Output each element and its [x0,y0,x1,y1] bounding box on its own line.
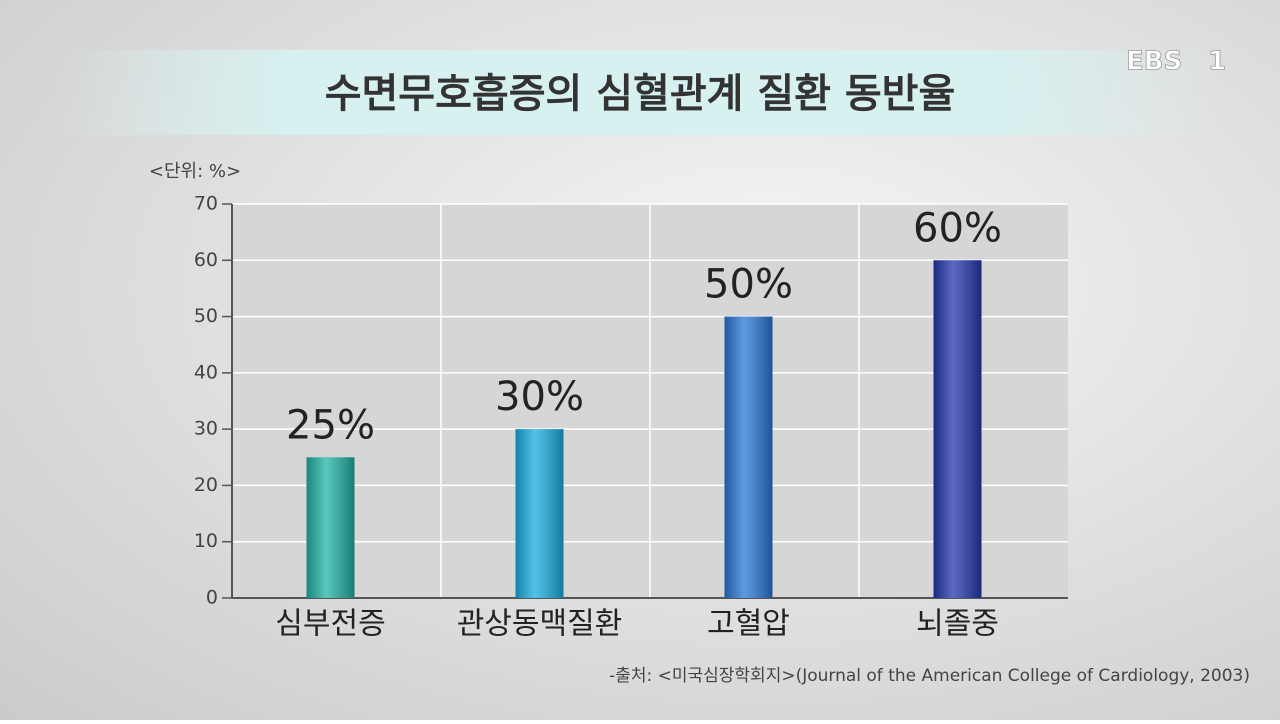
logo-text: EBS [1126,47,1182,77]
y-tick-label: 10 [194,530,218,552]
x-tick-label: 뇌졸중 [916,607,999,642]
x-tick-label: 관상동맥질환 [457,607,623,642]
unit-label: <단위: %> [149,161,241,182]
y-tick-label: 0 [206,587,218,609]
bar-shine [724,316,773,598]
bar-shine [306,457,355,598]
y-tick-label: 30 [194,418,218,440]
y-tick-label: 40 [194,361,218,383]
source: -출처: <미국심장학회지>(Journal of the American C… [609,666,1250,686]
title-band [60,50,1220,135]
x-tick-label: 심부전증 [275,607,385,642]
bar-shine [515,429,564,598]
x-tick-label: 고혈압 [707,607,790,642]
logo-number: 1 [1208,47,1226,77]
value-label: 50% [704,262,793,308]
y-tick-label: 20 [194,474,218,496]
y-tick-label: 50 [194,305,218,327]
value-label: 30% [495,374,584,420]
bar-shine [933,260,982,598]
y-tick-label: 70 [194,193,218,215]
y-tick-label: 60 [194,249,218,271]
value-label: 25% [286,402,375,448]
value-label: 60% [913,205,1002,251]
chart-title: 수면무호흡증의 심혈관계 질환 동반율 [325,71,956,117]
